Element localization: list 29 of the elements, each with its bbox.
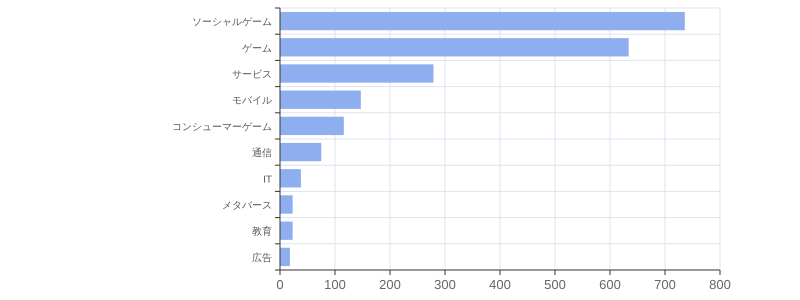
bar (280, 90, 361, 109)
x-tick-label: 600 (599, 277, 621, 292)
bar (280, 38, 629, 56)
y-tick-label: IT (263, 174, 272, 186)
bar (280, 12, 685, 30)
x-tick-label: 400 (489, 277, 511, 292)
bar (280, 116, 344, 136)
bar (280, 142, 322, 162)
bar (280, 169, 301, 188)
bar (280, 64, 434, 83)
x-tick-label: 100 (324, 277, 346, 292)
y-tick-label: モバイル (232, 96, 272, 107)
bar (280, 222, 293, 240)
y-tick-label: 通信 (252, 147, 272, 160)
y-tick-label: サービス (232, 70, 272, 80)
y-tick-label: コンシューマーゲーム (172, 122, 272, 133)
bar (280, 248, 290, 266)
bar (280, 195, 293, 214)
y-tick-label: ゲーム (242, 43, 272, 54)
y-tick-label: メタバース (222, 200, 272, 212)
y-tick-label: 広告 (252, 252, 272, 264)
x-tick-label: 500 (544, 277, 566, 292)
y-tick-label: ソーシャルゲーム (192, 17, 272, 28)
x-tick-label: 700 (654, 277, 676, 292)
x-tick-label: 0 (276, 277, 284, 292)
y-tick-label: 教育 (252, 226, 272, 238)
x-tick-label: 300 (434, 277, 456, 292)
x-tick-label: 200 (379, 277, 401, 292)
x-tick-label: 800 (709, 277, 731, 292)
